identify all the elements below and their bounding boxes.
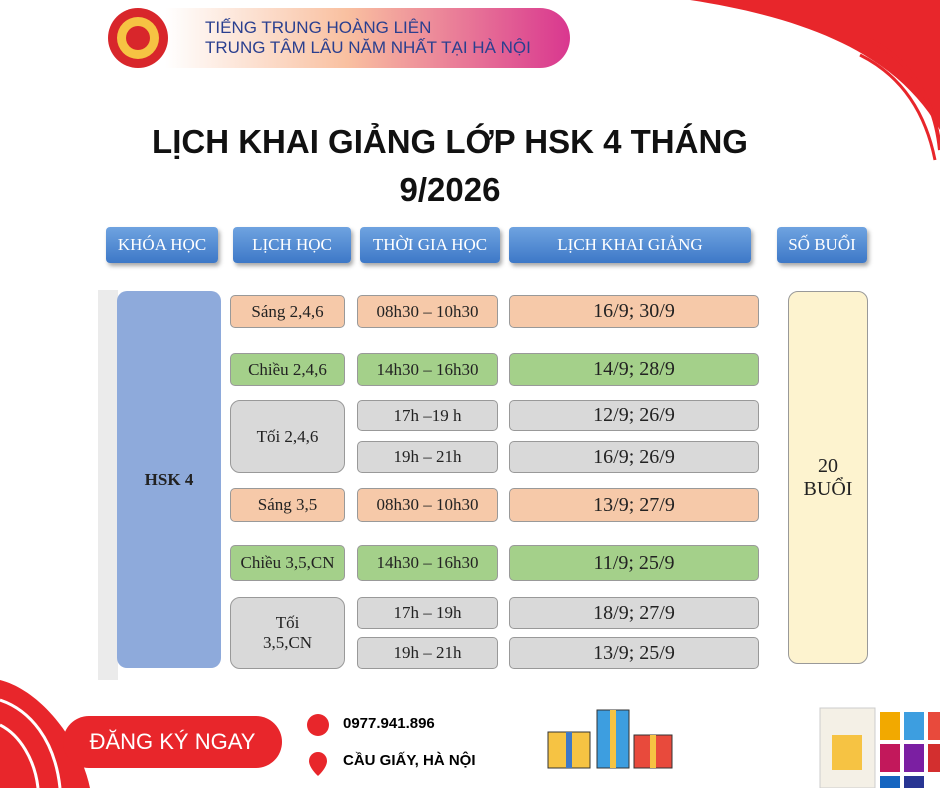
time-cell: 19h – 21h (357, 637, 498, 669)
brand-tagline: TRUNG TÂM LÂU NĂM NHẤT TẠI HÀ NỘI (205, 38, 531, 57)
time-cell: 14h30 – 16h30 (357, 545, 498, 581)
banner (165, 8, 570, 68)
gifts (547, 709, 673, 769)
sessions-cell: 20 BUỔI (788, 291, 868, 664)
start-cell: 13/9; 25/9 (509, 637, 759, 669)
column-header: LỊCH KHAI GIẢNG (509, 227, 751, 263)
brand: TIẾNG TRUNG HOÀNG LIÊN TRUNG TÂM LÂU NĂM… (205, 18, 531, 58)
time-cell: 17h –19 h (357, 400, 498, 431)
start-cell: 16/9; 30/9 (509, 295, 759, 328)
title: LỊCH KHAI GIẢNG LỚP HSK 4 THÁNG 9/2026 (152, 123, 748, 208)
corner-swoosh (690, 0, 940, 130)
phone: 0977.941.896 (343, 715, 435, 732)
schedule-cell: Tối 2,4,6 (230, 400, 345, 473)
column-header: THỜI GIA HỌC (360, 227, 500, 263)
schedule-cell: Sáng 3,5 (230, 488, 345, 522)
start-cell: 11/9; 25/9 (509, 545, 759, 581)
address: CẦU GIẤY, HÀ NỘI (343, 752, 476, 769)
schedule-cell: Chiều 3,5,CN (230, 545, 345, 581)
start-cell: 16/9; 26/9 (509, 441, 759, 473)
start-cell: 18/9; 27/9 (509, 597, 759, 629)
course-cell: HSK 4 (117, 291, 221, 668)
column-header: KHÓA HỌC (106, 227, 218, 263)
start-cell: 13/9; 27/9 (509, 488, 759, 522)
column-header: SỐ BUỔI (777, 227, 867, 263)
schedule-cell: Tối 3,5,CN (230, 597, 345, 669)
location-icon (309, 752, 327, 776)
time-cell: 08h30 – 10h30 (357, 295, 498, 328)
time-cell: 08h30 – 10h30 (357, 488, 498, 522)
corner-swirl (0, 680, 90, 788)
column-header: LỊCH HỌC (233, 227, 351, 263)
schedule-cell: Chiều 2,4,6 (230, 353, 345, 386)
time-cell: 19h – 21h (357, 441, 498, 473)
register-button[interactable]: ĐĂNG KÝ NGAY (63, 716, 282, 768)
start-cell: 14/9; 28/9 (509, 353, 759, 386)
schedule-cell: Sáng 2,4,6 (230, 295, 345, 328)
time-cell: 17h – 19h (357, 597, 498, 629)
time-cell: 14h30 – 16h30 (357, 353, 498, 386)
start-cell: 12/9; 26/9 (509, 400, 759, 431)
books (819, 707, 940, 788)
phone-icon (307, 714, 329, 736)
brand-name: TIẾNG TRUNG HOÀNG LIÊN (205, 18, 432, 37)
